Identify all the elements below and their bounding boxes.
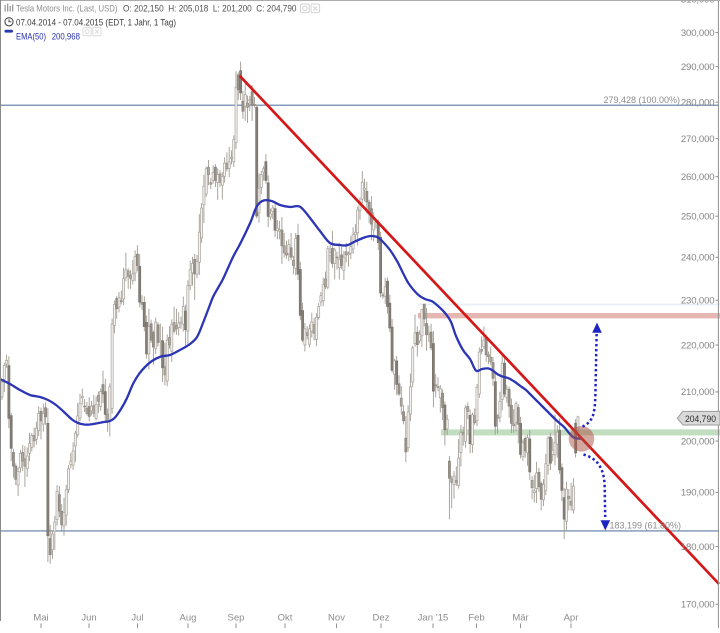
svg-text:Sep: Sep — [228, 613, 245, 624]
svg-text:204,790: 204,790 — [685, 414, 716, 425]
svg-text:Jan ’15: Jan ’15 — [418, 613, 449, 624]
svg-text:Okt: Okt — [278, 613, 293, 624]
svg-text:200,968: 200,968 — [52, 31, 80, 42]
svg-text:180,000: 180,000 — [681, 542, 715, 553]
svg-text:Nov: Nov — [328, 613, 345, 624]
svg-text:310,000: 310,000 — [681, 0, 715, 6]
svg-text:190,000: 190,000 — [681, 488, 715, 499]
svg-text:280,000: 280,000 — [681, 97, 715, 108]
svg-text:Jul: Jul — [131, 613, 143, 624]
svg-text:EMA(50): EMA(50) — [16, 31, 46, 42]
svg-text:270,000: 270,000 — [681, 134, 715, 145]
svg-text:300,000: 300,000 — [681, 28, 715, 39]
svg-text:Jun: Jun — [81, 613, 96, 624]
svg-text:Mai: Mai — [33, 613, 48, 624]
svg-text:07.04.2014 - 07.04.2015 (EDT,: 07.04.2014 - 07.04.2015 (EDT, 1 Jahr, 1 … — [16, 18, 176, 29]
svg-text:170,000: 170,000 — [681, 600, 715, 611]
svg-text:Tesla Motors Inc. (Last, USD): Tesla Motors Inc. (Last, USD) — [16, 3, 118, 14]
svg-text:O: 202,150 H: 205,018 L: 201: O: 202,150 H: 205,018 L: 201,200 C: 204,… — [123, 3, 297, 14]
svg-text:260,000: 260,000 — [681, 172, 715, 183]
svg-text:183,199 (61.80%): 183,199 (61.80%) — [609, 521, 681, 531]
svg-text:Mär: Mär — [512, 613, 528, 624]
svg-text:Dez: Dez — [373, 613, 390, 624]
svg-text:Apr: Apr — [564, 613, 579, 624]
svg-text:Feb: Feb — [468, 613, 484, 624]
svg-text:250,000: 250,000 — [681, 212, 715, 223]
svg-text:Aug: Aug — [180, 613, 197, 624]
svg-text:210,000: 210,000 — [681, 387, 715, 398]
svg-text:200,000: 200,000 — [681, 436, 715, 447]
svg-text:279,428 (100.00%): 279,428 (100.00%) — [603, 95, 680, 105]
svg-text:290,000: 290,000 — [681, 62, 715, 73]
svg-text:220,000: 220,000 — [681, 340, 715, 351]
svg-text:230,000: 230,000 — [681, 296, 715, 307]
svg-text:240,000: 240,000 — [681, 253, 715, 264]
